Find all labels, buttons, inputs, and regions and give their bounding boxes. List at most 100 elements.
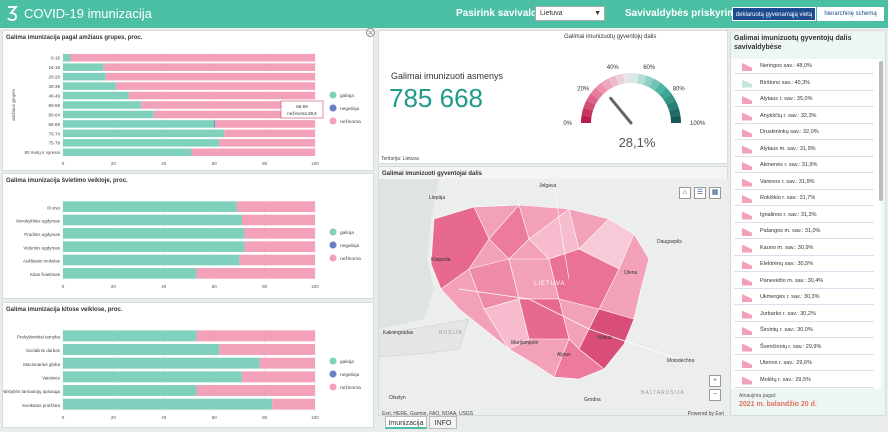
bar-galioja[interactable] <box>63 91 129 100</box>
bar-nezinoma[interactable] <box>196 385 315 396</box>
list-item[interactable]: Alytaus r. sav.: 35,0% <box>734 92 874 107</box>
list-item[interactable]: Švenčionių r. sav.: 29,9% <box>734 340 874 355</box>
bar-galioja[interactable] <box>63 101 142 109</box>
bar-nezinoma[interactable] <box>219 139 315 147</box>
bar-galioja[interactable] <box>63 53 71 62</box>
close-icon[interactable] <box>366 28 375 37</box>
bar-nezinoma[interactable] <box>196 330 315 342</box>
bar-nezinoma[interactable] <box>215 120 315 128</box>
zoom-in-button[interactable]: + <box>709 375 721 387</box>
legend-swatch[interactable] <box>329 357 337 365</box>
declared-residence-button[interactable]: deklaruotą gyvenamąją vietą <box>732 7 816 21</box>
legend-swatch[interactable] <box>329 370 337 378</box>
category-label: 70-74 <box>48 131 60 136</box>
bar-nezinoma[interactable] <box>103 63 315 71</box>
bar-galioja[interactable] <box>63 268 197 279</box>
bar-galioja[interactable] <box>63 148 192 157</box>
list-item-label: Molėtų r. sav.: 29,5% <box>760 376 811 383</box>
list-item[interactable]: Ukmergės r. sav.: 30,3% <box>734 290 874 305</box>
bar-galioja[interactable] <box>63 330 197 342</box>
color-swatch-icon <box>742 327 752 335</box>
bar-galioja[interactable] <box>63 254 240 266</box>
bar-nezinoma[interactable] <box>70 53 315 62</box>
bar-galioja[interactable] <box>63 371 242 383</box>
legend-swatch[interactable] <box>329 383 337 391</box>
list-item[interactable]: Alytaus m. sav.: 31,9% <box>734 142 874 157</box>
list-item[interactable]: Akmenės r. sav.: 31,9% <box>734 158 874 173</box>
scrollbar[interactable] <box>879 61 883 201</box>
bar-galioja[interactable] <box>63 228 245 239</box>
bar-galioja[interactable] <box>63 357 260 369</box>
list-item[interactable]: Ignalinos r. sav.: 31,3% <box>734 208 874 223</box>
bar-nezinoma[interactable] <box>115 82 315 90</box>
bar-galioja[interactable] <box>63 72 106 81</box>
bar-galioja[interactable] <box>63 201 237 212</box>
bar-galioja[interactable] <box>63 344 220 355</box>
list-item[interactable]: Panevėžio m. sav.: 30,4% <box>734 274 874 289</box>
bar-nezinoma[interactable] <box>153 110 315 119</box>
list-item[interactable]: Rokiškio r. sav.: 31,7% <box>734 191 874 206</box>
bar-galioja[interactable] <box>63 398 273 410</box>
bar-nezinoma[interactable] <box>244 241 315 252</box>
bar-nezinoma[interactable] <box>191 148 315 157</box>
age-panel-title: Galima imunizacija pagal amžiaus grupes,… <box>6 35 143 41</box>
bar-galioja[interactable] <box>63 110 154 119</box>
bar-nezinoma[interactable] <box>219 344 315 355</box>
legend-label: galioja <box>340 359 354 365</box>
list-item[interactable]: Birštono sav.: 40,3% <box>734 76 874 91</box>
list-item[interactable]: Utenos r. sav.: 29,6% <box>734 356 874 371</box>
x-tick-label: 0 <box>62 161 65 166</box>
bar-galioja[interactable] <box>63 385 197 396</box>
tab-imunizacija[interactable]: Imunizacija <box>385 416 427 429</box>
grid-icon[interactable]: ▦ <box>709 187 721 199</box>
list-item[interactable]: Kauno m. sav.: 30,9% <box>734 241 874 256</box>
list-item[interactable]: Jurbarko r. sav.: 30,2% <box>734 307 874 322</box>
bar-nezinoma[interactable] <box>196 268 315 279</box>
legend-swatch[interactable] <box>329 228 337 236</box>
bar-nezinoma[interactable] <box>105 72 315 81</box>
category-label: 75-79 <box>48 141 60 146</box>
bar-galioja[interactable] <box>63 214 242 226</box>
list-item[interactable]: Neringos sav.: 48,0% <box>734 59 874 74</box>
legend-swatch[interactable] <box>329 254 337 262</box>
bar-galioja[interactable] <box>63 120 215 128</box>
bar-nezinoma[interactable] <box>244 228 315 239</box>
legend-swatch[interactable] <box>329 91 337 99</box>
bar-galioja[interactable] <box>63 241 245 252</box>
legend-swatch[interactable] <box>329 241 337 249</box>
bar-negalioja[interactable] <box>214 120 216 128</box>
bar-nezinoma[interactable] <box>241 371 315 383</box>
legend-swatch[interactable] <box>329 104 337 112</box>
bar-nezinoma[interactable] <box>272 398 315 410</box>
list-item[interactable]: Druskininkų sav.: 32,0% <box>734 125 874 140</box>
list-item[interactable]: Elektrėnų sav.: 30,5% <box>734 257 874 272</box>
bar-nezinoma[interactable] <box>224 129 315 138</box>
list-item[interactable]: Anykščių r. sav.: 32,3% <box>734 109 874 124</box>
bar-nezinoma[interactable] <box>128 91 315 100</box>
color-swatch-icon <box>742 178 752 187</box>
zoom-out-button[interactable]: − <box>709 389 721 401</box>
legend-swatch[interactable] <box>329 117 337 125</box>
map-canvas[interactable]: Jelgava Liepāja Klaipėda LIETUVA Kalinin… <box>379 179 729 415</box>
bar-galioja[interactable] <box>63 129 225 138</box>
bar-galioja[interactable] <box>63 63 104 71</box>
bar-nezinoma[interactable] <box>236 201 315 212</box>
bar-galioja[interactable] <box>63 139 220 147</box>
tab-info[interactable]: INFO <box>429 416 457 429</box>
list-item[interactable]: Širvintų r. sav.: 30,0% <box>734 323 874 338</box>
app-title: COVID-19 imunizacija <box>24 6 152 21</box>
list-item[interactable]: Varėnos r. sav.: 31,9% <box>734 175 874 190</box>
list-item[interactable]: Molėtų r. sav.: 29,5% <box>734 373 874 388</box>
list-icon[interactable]: ☰ <box>694 187 706 199</box>
bar-nezinoma[interactable] <box>241 214 315 226</box>
gauge-segment <box>583 100 596 111</box>
home-icon[interactable]: ⌂ <box>679 187 691 199</box>
municipality-select[interactable]: Lietuva ▼ <box>535 6 605 21</box>
bar-galioja[interactable] <box>63 82 116 90</box>
bar-nezinoma[interactable] <box>239 254 315 266</box>
color-swatch-icon <box>742 244 752 253</box>
hierarchy-scheme-button[interactable]: hierarchinę schemą <box>817 7 884 21</box>
bar-nezinoma[interactable] <box>259 357 315 369</box>
list-item[interactable]: Palangos m. sav.: 31,0% <box>734 224 874 239</box>
bar-nezinoma[interactable] <box>141 101 315 109</box>
